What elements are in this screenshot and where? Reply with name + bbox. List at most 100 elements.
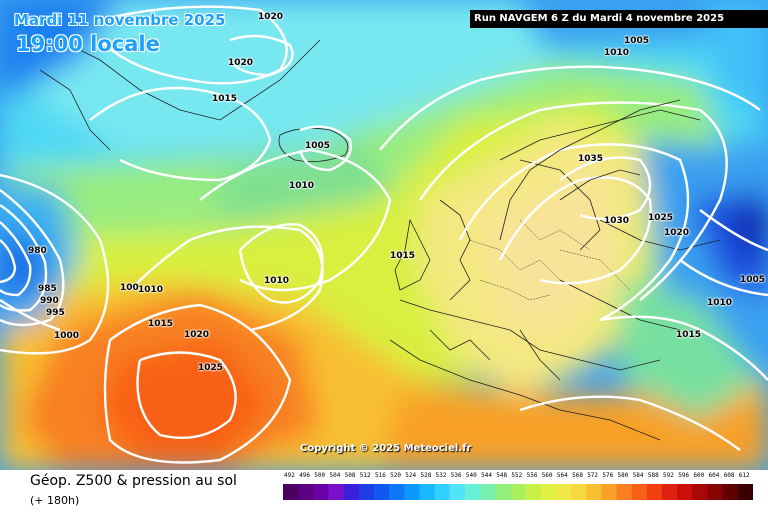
isobar-label: 1030 [604,216,630,226]
scale-swatch [464,484,481,500]
isobar-label: 1025 [198,363,224,373]
scale-label: 516 [375,472,386,479]
scale-swatch [677,484,693,500]
scale-label: 592 [663,472,674,479]
isobar-label: 1020 [228,58,254,68]
scale-label: 580 [617,472,629,479]
scale-label: 524 [405,472,417,479]
isobar-label: 1015 [148,319,174,329]
isobar-label: 995 [46,308,65,318]
coastlines [29,39,721,441]
scale-label: 564 [556,472,568,479]
isobar-label: 1010 [289,181,315,191]
isobar-label: 1010 [264,276,290,286]
isobar-label: 985 [38,284,57,294]
isobar-label: 1010 [138,285,164,295]
isobar-label: 1015 [676,330,702,340]
scandinavia-outline [499,99,681,241]
scale-label: 604 [708,472,720,479]
isobar-label: 1010 [604,48,630,58]
isobar-label: 1005 [305,141,331,151]
scale-swatch [722,484,739,500]
scale-swatch [586,484,602,500]
scale-label: 548 [496,472,508,479]
scale-label: 608 [723,472,735,479]
scale-swatch [313,484,329,500]
scale-label: 540 [465,472,477,479]
scale-swatch [358,484,375,500]
scale-label: 512 [359,472,371,479]
scale-swatch [555,484,572,500]
isobar-label: 980 [28,246,47,256]
isobar-label: 1020 [258,12,284,22]
copyright: Copyright © 2025 Meteociel.fr [300,443,472,454]
borders [469,219,631,301]
scale-swatch [389,484,405,500]
scale-label: 504 [329,472,341,479]
scale-swatch [616,484,633,500]
scale-swatch [495,484,511,500]
scale-label: 572 [587,472,599,479]
scale-label: 492 [284,472,295,479]
scale-label: 576 [602,472,614,479]
scale-label: 560 [541,472,553,479]
scale-swatch [480,484,496,500]
scale-label: 532 [435,472,447,479]
scale-swatch [419,484,436,500]
geopotential-field [0,0,768,470]
scale-swatch [343,484,360,500]
scale-swatch [631,484,648,500]
isobar-label: 1020 [664,228,690,238]
scale-label: 520 [390,472,401,479]
scale-swatch [662,484,678,500]
scale-label: 496 [299,472,311,479]
scale-label: 528 [420,472,432,479]
isobar-label: 1005 [740,275,766,285]
scale-swatch [540,484,557,500]
scale-label: 544 [481,472,492,479]
isobar-label: 1000 [54,331,80,341]
legend-footer: Géop. Z500 & pression au sol (+ 180h) 49… [0,470,768,512]
scale-swatch [449,484,466,500]
color-scale [283,484,753,500]
scale-swatch [737,484,753,500]
isobar-label: 1015 [390,251,416,261]
scale-label: 588 [647,472,659,479]
isobar-label: 1020 [184,330,210,340]
isobar-label: 1005 [624,36,650,46]
scale-label: 600 [693,472,705,479]
scale-swatch [601,484,618,500]
scale-swatch [707,484,724,500]
run-info: Run NAVGEM 6 Z du Mardi 4 novembre 2025 [470,10,768,28]
scale-swatch [283,484,299,500]
scale-swatch [298,484,314,500]
scale-swatch [373,484,390,500]
scale-label: 508 [344,472,356,479]
chart-title: Géop. Z500 & pression au sol [30,473,237,489]
isobar-label: 100 [120,283,139,293]
scale-labels: 492 496 500 504 508 512 516 520 524 528 532 536 540 5… [283,472,753,484]
valid-time: 19:00 locale [16,32,160,56]
scale-label: 536 [450,472,462,479]
isobar-label: 1035 [578,154,604,164]
scale-label: 596 [678,472,690,479]
scale-swatch [434,484,451,500]
weather-map [0,0,768,470]
scale-label: 556 [526,472,538,479]
scale-swatch [328,484,345,500]
isobars [0,5,768,464]
scale-swatch [510,484,527,500]
isobar-label: 1010 [707,298,733,308]
scale-label: 568 [572,472,583,479]
scale-label: 612 [738,472,750,479]
scale-swatch [646,484,663,500]
scale-label: 552 [511,472,523,479]
isobar-label: 1025 [648,213,674,223]
scale-swatch [525,484,542,500]
isobar-label: 1015 [212,94,238,104]
valid-date: Mardi 11 novembre 2025 [14,11,226,29]
scale-label: 500 [314,472,326,479]
isobar-label: 990 [40,296,59,306]
scale-swatch [404,484,420,500]
